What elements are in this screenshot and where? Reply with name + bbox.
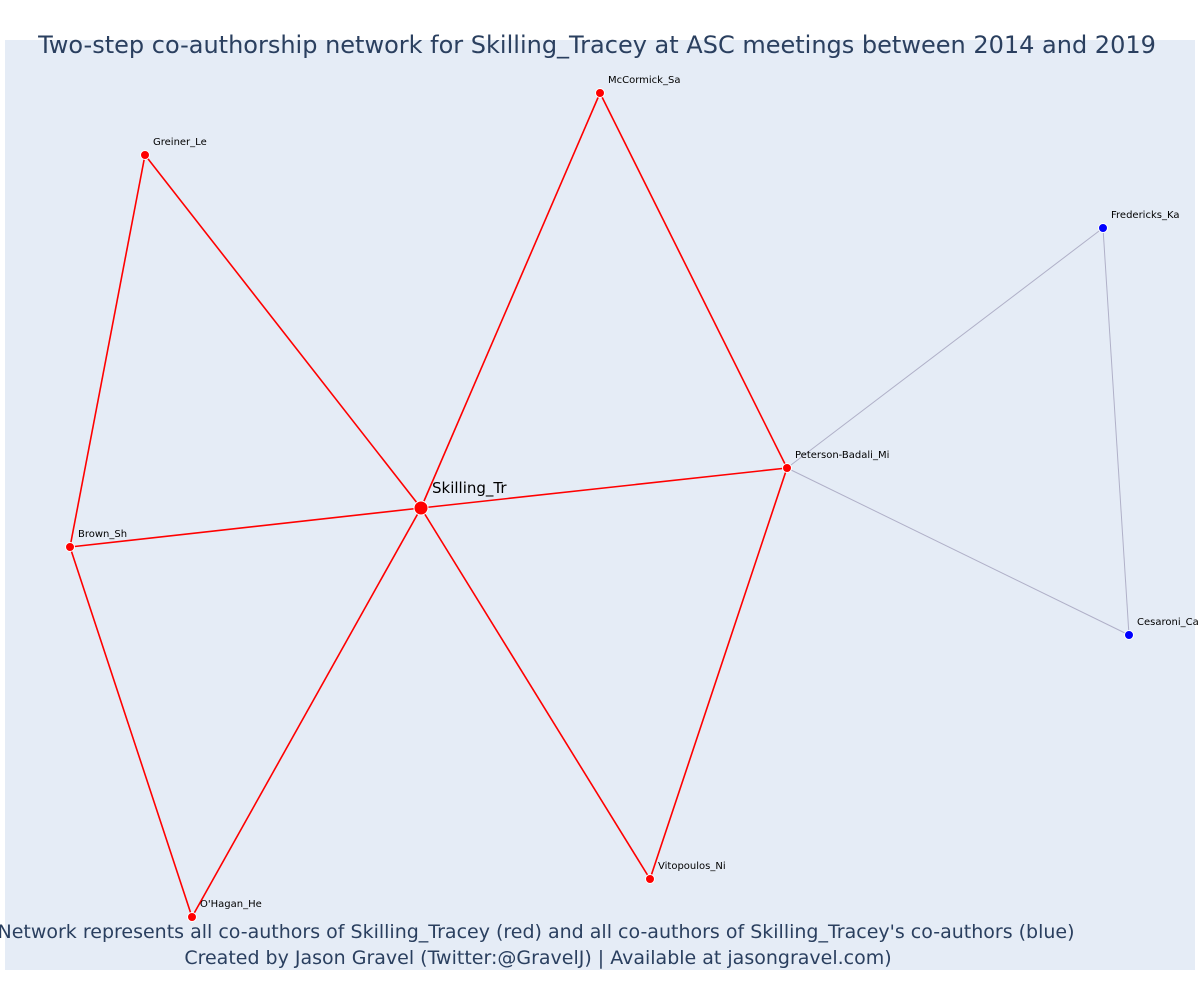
node-label: Cesaroni_Ca (1137, 617, 1199, 628)
node-label: McCormick_Sa (608, 75, 680, 86)
node-marker[interactable] (645, 874, 655, 884)
node-o-hagan-he[interactable]: O'Hagan_He (187, 899, 262, 922)
node-brown-sh[interactable]: Brown_Sh (65, 529, 128, 552)
edge-brown-sh-o-hagan-he (69, 546, 193, 918)
node-skilling-tr[interactable]: Skilling_Tr (413, 479, 507, 516)
credit-note: Created by Jason Gravel (Twitter:@Gravel… (184, 947, 891, 969)
edge-peterson-badali-mi-fredericks-ka (786, 227, 1104, 469)
node-label: Greiner_Le (153, 137, 207, 148)
node-marker[interactable] (782, 463, 792, 473)
plot-background (5, 40, 1195, 970)
diagram-title: Two-step co-authorship network for Skill… (37, 31, 1156, 59)
nodes-layer: Skilling_Tr McCormick_Sa Greiner_Le Brown_S… (65, 75, 1199, 922)
edge-greiner-le-brown-sh (69, 154, 146, 548)
node-marker[interactable] (65, 542, 75, 552)
edge-skilling-tr-peterson-badali-mi (420, 467, 788, 509)
node-label: Vitopoulos_Ni (658, 861, 726, 872)
edge-skilling-tr-o-hagan-he (191, 507, 422, 918)
edge-mccormick-sa-peterson-badali-mi (599, 92, 788, 469)
node-peterson-badali-mi[interactable]: Peterson-Badali_Mi (782, 450, 890, 473)
node-label: Peterson-Badali_Mi (795, 450, 889, 461)
edge-fredericks-ka-cesaroni-ca (1102, 227, 1130, 636)
node-cesaroni-ca[interactable]: Cesaroni_Ca (1124, 617, 1199, 640)
edges-layer (69, 92, 1130, 918)
node-vitopoulos-ni[interactable]: Vitopoulos_Ni (645, 861, 726, 884)
legend-note: Network represents all co-authors of Ski… (0, 921, 1075, 943)
edge-skilling-tr-mccormick-sa (420, 92, 601, 509)
node-greiner-le[interactable]: Greiner_Le (140, 137, 207, 160)
node-marker[interactable] (413, 500, 429, 516)
node-label: Fredericks_Ka (1111, 210, 1179, 221)
node-marker[interactable] (1124, 630, 1134, 640)
node-marker[interactable] (1098, 223, 1108, 233)
edge-skilling-tr-greiner-le (144, 154, 422, 509)
edge-peterson-badali-mi-cesaroni-ca (786, 467, 1130, 636)
node-marker[interactable] (187, 912, 197, 922)
node-marker[interactable] (595, 88, 605, 98)
node-label: Brown_Sh (78, 529, 127, 540)
node-label: Skilling_Tr (432, 479, 507, 498)
node-fredericks-ka[interactable]: Fredericks_Ka (1098, 210, 1180, 233)
edge-skilling-tr-brown-sh (69, 507, 422, 548)
edge-peterson-badali-mi-vitopoulos-ni (649, 467, 788, 880)
node-marker[interactable] (140, 150, 150, 160)
node-label: O'Hagan_He (200, 899, 262, 910)
edge-skilling-tr-vitopoulos-ni (420, 507, 651, 880)
node-mccormick-sa[interactable]: McCormick_Sa (595, 75, 681, 98)
